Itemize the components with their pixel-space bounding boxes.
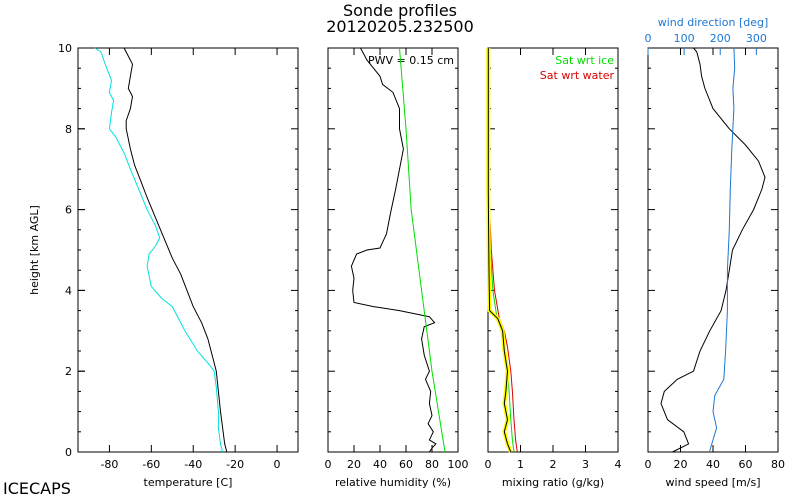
wind-x-tick-label: 0	[645, 458, 652, 471]
temperature-y-tick-label: 0	[65, 446, 72, 459]
relative-humidity-x-axis-label: relative humidity (%)	[335, 476, 451, 489]
temperature-line	[123, 47, 228, 453]
wind-x-tick-label: 80	[771, 458, 785, 471]
wind-dir-tick-label: 200	[710, 32, 731, 45]
temperature-y-tick-label: 8	[65, 123, 72, 136]
figure-title: Sonde profiles	[343, 1, 457, 20]
wind-dir-tick-label: 100	[674, 32, 695, 45]
legend-entry: Sat wrt water	[540, 69, 615, 82]
mixing-ratio-x-tick-label: 1	[517, 458, 524, 471]
mixing-ratio-x-tick-label: 2	[550, 458, 557, 471]
relative-humidity-x-tick-label: 40	[373, 458, 387, 471]
saturation-line	[399, 47, 446, 453]
relative-humidity-annotation: PWV = 0.15 cm	[368, 54, 454, 67]
relative-humidity-frame	[327, 47, 459, 453]
relative-humidity-x-tick-label: 60	[399, 458, 413, 471]
wind-x-tick-label: 40	[706, 458, 720, 471]
footer-label: ICECAPS	[3, 479, 71, 498]
relative-humidity-panel: 0 20 40 60 80 100 relative humidity (%) PWV = 0…	[325, 47, 469, 489]
mixing-ratio-x-tick-label: 3	[582, 458, 589, 471]
mixing-ratio-x-axis-label: mixing ratio (g/kg)	[502, 476, 604, 489]
sat-wrt-water-line	[487, 48, 518, 453]
legend-entry: Sat wrt ice	[555, 54, 614, 67]
mixing-ratio-panel: 0 1 2 3 4 mixing ratio (g/kg) Sat wrt ice Sat w…	[485, 47, 622, 489]
temperature-y-axis-label: height [km AGL]	[28, 205, 41, 295]
temperature-y-tick-label: 4	[65, 284, 72, 297]
relative-humidity-x-tick-label: 20	[347, 458, 361, 471]
temperature-y-tick-label: 6	[65, 204, 72, 217]
sat-wrt-ice-line	[487, 48, 515, 453]
temperature-x-tick-label: -40	[184, 458, 202, 471]
wind-direction-line	[708, 47, 736, 453]
wind-dir-axis-label: wind direction [deg]	[658, 16, 769, 29]
temperature-x-tick-label: -80	[100, 458, 118, 471]
relative-humidity-line	[350, 47, 437, 453]
temperature-frame	[77, 47, 299, 453]
wind-dir-tick-label: 0	[645, 32, 652, 45]
wind-x-axis-label: wind speed [m/s]	[666, 476, 761, 489]
temperature-x-axis-label: temperature [C]	[144, 476, 233, 489]
temperature-x-tick-label: -20	[226, 458, 244, 471]
temperature-y-tick-label: 2	[65, 365, 72, 378]
figure-subtitle: 20120205.232500	[326, 17, 474, 36]
relative-humidity-x-tick-label: 0	[325, 458, 332, 471]
temperature-panel: -80 -60 -40 -20 0 0 2 4 6 8 10 temperature [C] heigh…	[28, 42, 299, 489]
wind-speed-line	[660, 47, 766, 453]
dewpoint-line	[94, 47, 224, 453]
wind-panel: 0 20 40 60 80 wind speed [m/s] 0 100 200 300 wind …	[645, 16, 786, 489]
relative-humidity-x-tick-label: 100	[448, 458, 469, 471]
wind-dir-tick-label: 300	[746, 32, 767, 45]
mixing-ratio-x-tick-label: 4	[615, 458, 622, 471]
temperature-y-tick-label: 10	[58, 42, 72, 55]
mixing-ratio-x-tick-label: 0	[485, 458, 492, 471]
temperature-x-tick-label: 0	[274, 458, 281, 471]
wind-x-tick-label: 20	[674, 458, 688, 471]
temperature-x-tick-label: -60	[142, 458, 160, 471]
wind-x-tick-label: 60	[739, 458, 753, 471]
relative-humidity-x-tick-label: 80	[425, 458, 439, 471]
mixing-ratio-line	[487, 48, 512, 453]
